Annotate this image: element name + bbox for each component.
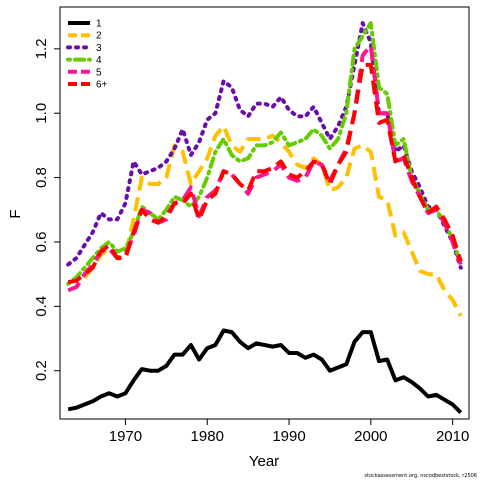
x-axis-title: Year bbox=[249, 453, 279, 470]
y-tick-label: 0.2 bbox=[33, 360, 50, 381]
y-axis-title: F bbox=[7, 209, 24, 218]
legend-label: 3 bbox=[96, 43, 102, 54]
x-tick-label: 1970 bbox=[109, 428, 142, 445]
series-group bbox=[66, 21, 463, 415]
x-tick-label: 1990 bbox=[272, 428, 305, 445]
x-tick-label: 1980 bbox=[191, 428, 224, 445]
y-tick-label: 1.2 bbox=[33, 38, 50, 59]
series-line-3 bbox=[66, 21, 463, 270]
series-line-1 bbox=[67, 328, 463, 415]
axes: 1970 1980 1990 2000 2010 0.2 0.4 0.6 0.8 1.0 1.2 bbox=[33, 38, 469, 445]
series-line-4 bbox=[66, 21, 463, 286]
y-tick-label: 0.4 bbox=[33, 296, 50, 317]
y-tick-label: 0.6 bbox=[33, 232, 50, 253]
x-tick-label: 2000 bbox=[354, 428, 387, 445]
x-tick-label: 2010 bbox=[436, 428, 469, 445]
legend-label: 2 bbox=[96, 31, 102, 42]
legend-label: 4 bbox=[96, 55, 102, 66]
plot-box bbox=[59, 6, 470, 420]
footnote: stockassessment.org, nscodbeststock, r25… bbox=[364, 473, 477, 479]
y-tick-label: 0.8 bbox=[33, 167, 50, 188]
series-line-2 bbox=[67, 124, 463, 317]
series-line-6plus bbox=[67, 62, 463, 285]
legend-label: 6+ bbox=[96, 80, 108, 91]
y-tick-label: 1.0 bbox=[33, 103, 50, 124]
series-line-5 bbox=[67, 43, 463, 293]
legend-label: 1 bbox=[96, 19, 102, 30]
legend-label: 5 bbox=[96, 67, 102, 78]
